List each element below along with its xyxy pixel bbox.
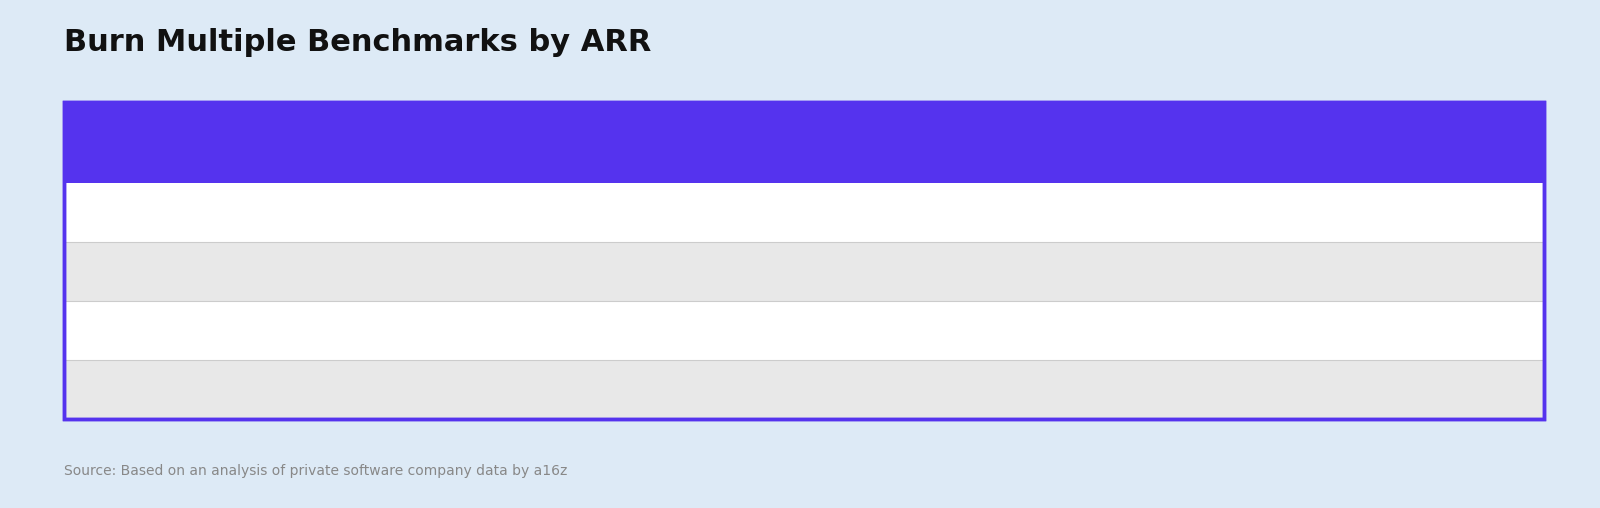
Text: (Median): (Median): [1014, 133, 1102, 151]
Text: 1.6x: 1.6x: [851, 203, 890, 221]
Text: 25th Percentile: 25th Percentile: [395, 133, 558, 151]
Text: 50th Percentile: 50th Percentile: [851, 133, 1014, 151]
Text: Burn Multiple Benchmarks by ARR: Burn Multiple Benchmarks by ARR: [64, 28, 651, 57]
Text: Source: Based on an analysis of private software company data by a16z: Source: Based on an analysis of private …: [64, 463, 568, 478]
Text: (Bad): (Bad): [558, 133, 614, 151]
Text: (Good): (Good): [1398, 133, 1467, 151]
Text: 1.8x: 1.8x: [395, 262, 434, 280]
Text: 0.5x: 0.5x: [1235, 322, 1274, 339]
Text: 0.7x: 0.7x: [851, 322, 890, 339]
Text: 3.8x: 3.8x: [395, 203, 435, 221]
Text: $10M—$25M: $10M—$25M: [83, 262, 178, 280]
Text: 1.1x: 1.1x: [395, 322, 434, 339]
Text: 0.9x: 0.9x: [395, 380, 434, 399]
Text: ARR: ARR: [83, 133, 126, 151]
Text: 1.4x: 1.4x: [851, 262, 891, 280]
Text: $75M+: $75M+: [83, 380, 149, 399]
Text: 1.1x: 1.1x: [1235, 203, 1274, 221]
Text: 0.5x: 0.5x: [851, 380, 890, 399]
Text: $25M—$75M: $25M—$75M: [83, 322, 178, 339]
Text: 0.8x: 0.8x: [1235, 262, 1274, 280]
Text: 75th Percentile: 75th Percentile: [1235, 133, 1398, 151]
Text: $0—$10M: $0—$10M: [83, 203, 152, 221]
Text: 0x: 0x: [1235, 380, 1258, 399]
